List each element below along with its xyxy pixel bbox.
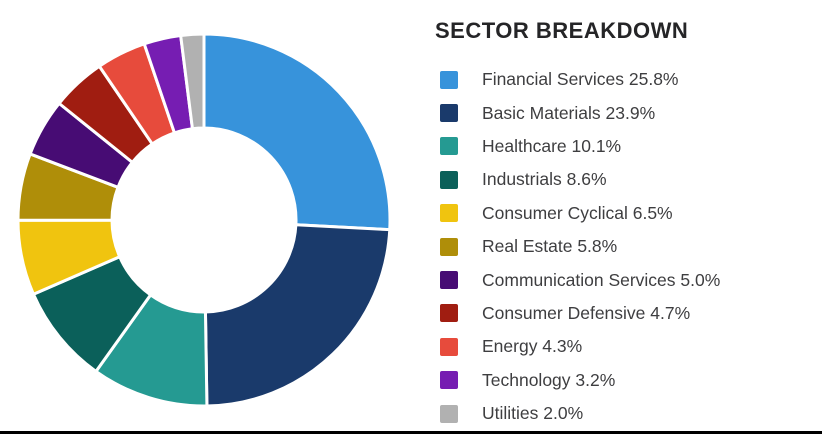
legend-item-energy: Energy 4.3% bbox=[440, 330, 720, 363]
legend-label-consumer-defensive: Consumer Defensive 4.7% bbox=[482, 302, 691, 323]
legend-swatch-healthcare bbox=[440, 137, 458, 156]
legend-swatch-communication-services bbox=[440, 271, 458, 290]
legend-label-consumer-cyclical: Consumer Cyclical 6.5% bbox=[482, 202, 673, 223]
legend-item-industrials: Industrials 8.6% bbox=[440, 163, 720, 196]
legend-item-consumer-defensive: Consumer Defensive 4.7% bbox=[440, 297, 720, 330]
legend-label-utilities: Utilities 2.0% bbox=[482, 403, 584, 424]
legend-swatch-industrials bbox=[440, 170, 458, 189]
donut-slice-utilities bbox=[179, 32, 206, 131]
legend-swatch-financial-services bbox=[440, 70, 458, 89]
legend-swatch-utilities bbox=[440, 404, 458, 423]
chart-title: SECTOR BREAKDOWN bbox=[435, 18, 689, 43]
legend-label-technology: Technology 3.2% bbox=[482, 369, 616, 390]
legend-item-communication-services: Communication Services 5.0% bbox=[440, 263, 720, 296]
legend-item-real-estate: Real Estate 5.8% bbox=[440, 230, 720, 263]
legend-swatch-energy bbox=[440, 337, 458, 356]
legend-label-real-estate: Real Estate 5.8% bbox=[482, 236, 618, 257]
legend: Financial Services 25.8% Basic Materials … bbox=[440, 63, 720, 430]
legend-item-financial-services: Financial Services 25.8% bbox=[440, 63, 720, 96]
legend-item-healthcare: Healthcare 10.1% bbox=[440, 130, 720, 163]
donut-slice-financial-services bbox=[202, 32, 392, 232]
legend-label-financial-services: Financial Services 25.8% bbox=[482, 69, 679, 90]
legend-item-consumer-cyclical: Consumer Cyclical 6.5% bbox=[440, 197, 720, 230]
legend-item-technology: Technology 3.2% bbox=[440, 364, 720, 397]
legend-swatch-technology bbox=[440, 371, 458, 390]
legend-swatch-real-estate bbox=[440, 237, 458, 256]
legend-item-basic-materials: Basic Materials 23.9% bbox=[440, 96, 720, 129]
legend-swatch-consumer-cyclical bbox=[440, 204, 458, 223]
legend-item-utilities: Utilities 2.0% bbox=[440, 397, 720, 430]
bottom-divider bbox=[0, 431, 822, 434]
sector-donut-chart bbox=[16, 32, 392, 408]
legend-label-healthcare: Healthcare 10.1% bbox=[482, 135, 622, 156]
legend-label-basic-materials: Basic Materials 23.9% bbox=[482, 102, 656, 123]
donut-slice-basic-materials bbox=[203, 223, 392, 408]
legend-swatch-consumer-defensive bbox=[440, 304, 458, 323]
legend-label-communication-services: Communication Services 5.0% bbox=[482, 269, 721, 290]
legend-label-energy: Energy 4.3% bbox=[482, 336, 583, 357]
legend-swatch-basic-materials bbox=[440, 104, 458, 123]
legend-label-industrials: Industrials 8.6% bbox=[482, 169, 607, 190]
